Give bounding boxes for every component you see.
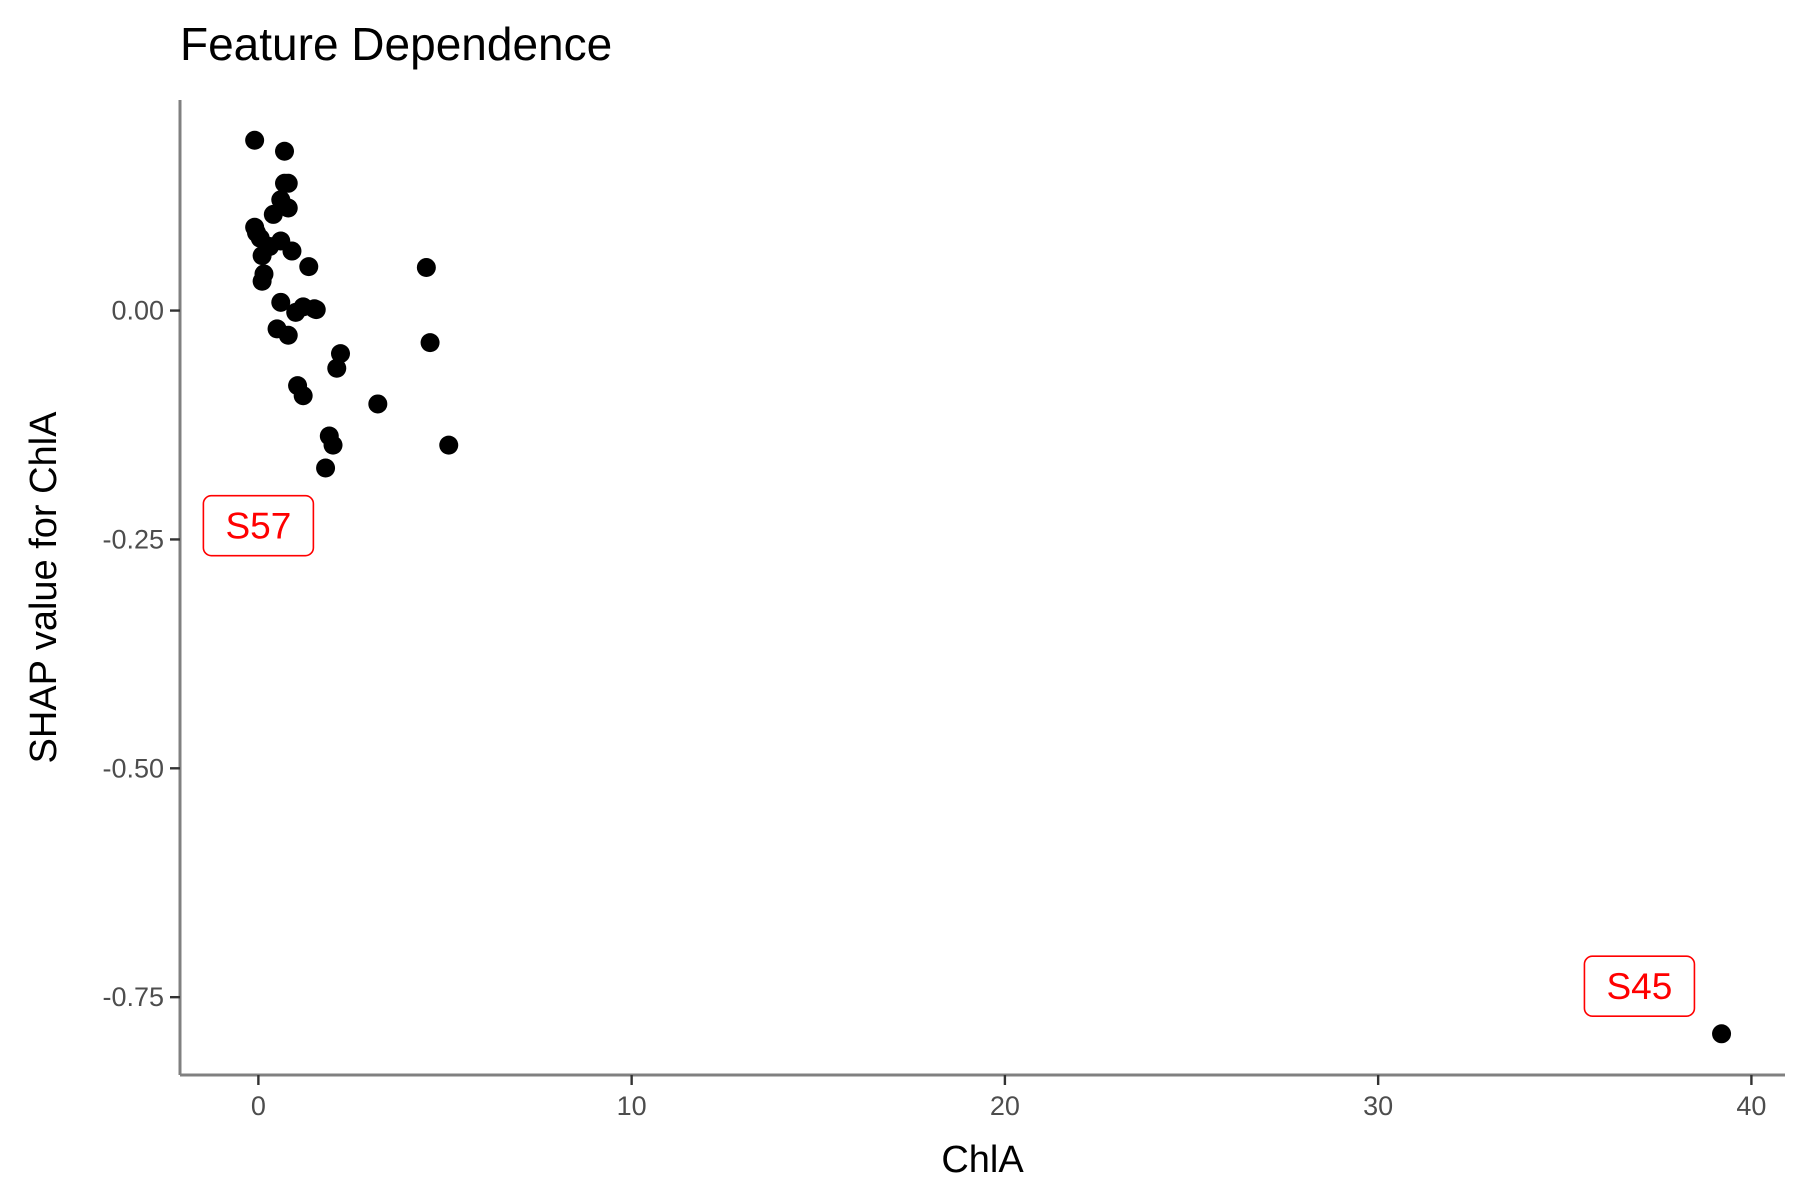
data-point <box>282 241 302 261</box>
data-point <box>245 130 265 150</box>
axes <box>178 100 1785 1077</box>
x-tick-label: 20 <box>990 1091 1020 1121</box>
data-point <box>420 333 440 353</box>
data-points <box>245 130 1732 1044</box>
data-point <box>263 204 283 224</box>
y-axis-ticks: 0.00 -0.25 -0.50 -0.75 <box>102 296 180 1012</box>
x-tick-label: 10 <box>617 1091 647 1121</box>
data-point <box>286 302 306 322</box>
data-point <box>293 386 313 406</box>
data-point <box>323 435 343 455</box>
data-point <box>331 344 350 364</box>
data-point <box>252 271 272 291</box>
data-point <box>278 198 298 218</box>
annotation-label: S45 <box>1583 955 1696 1017</box>
data-point <box>1712 1024 1732 1044</box>
annotations: S57 S45 <box>202 494 1696 1017</box>
x-axis-label: ChlA <box>941 1139 1024 1181</box>
chart-title: Feature Dependence <box>180 18 612 70</box>
annotation-box <box>202 494 315 557</box>
data-point <box>306 300 326 320</box>
y-tick-label: -0.25 <box>102 524 164 554</box>
annotation-text: S45 <box>1607 966 1673 1007</box>
data-point <box>278 325 298 345</box>
data-point <box>271 292 291 312</box>
y-tick-label: 0.00 <box>111 296 164 326</box>
x-tick-label: 40 <box>1736 1091 1766 1121</box>
x-tick-label: 0 <box>251 1091 266 1121</box>
y-tick-label: -0.50 <box>102 753 164 783</box>
data-point <box>275 141 295 161</box>
data-point <box>278 173 298 193</box>
x-tick-label: 30 <box>1363 1091 1393 1121</box>
data-point <box>416 258 436 278</box>
annotation-label: S57 <box>202 494 315 557</box>
data-point <box>327 358 347 378</box>
y-tick-label: -0.75 <box>102 982 164 1012</box>
y-axis-label: SHAP value for ChlA <box>23 411 65 764</box>
data-point <box>439 435 459 455</box>
x-axis-ticks: 0 10 20 30 40 <box>251 1075 1766 1121</box>
annotation-box <box>1583 955 1696 1017</box>
annotation-text: S57 <box>225 506 291 547</box>
data-point <box>316 458 336 478</box>
data-point <box>252 246 272 266</box>
data-point <box>299 257 319 277</box>
data-point <box>368 394 388 414</box>
